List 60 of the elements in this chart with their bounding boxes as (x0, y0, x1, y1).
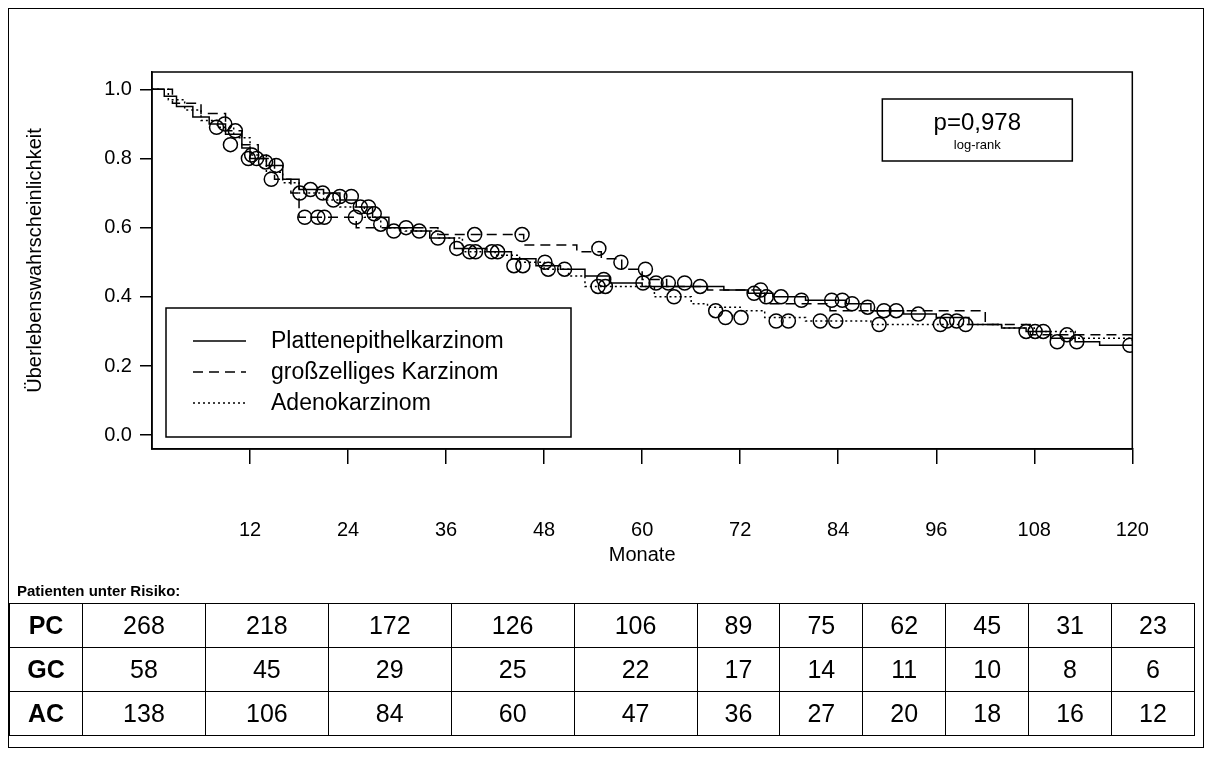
text: 45 (205, 647, 329, 692)
legend-label: Plattenepithelkarzinom (271, 327, 504, 354)
text: 22 (574, 647, 698, 692)
text: 218 (205, 603, 329, 648)
text: 138 (82, 691, 206, 736)
x-tick-label: 36 (434, 517, 458, 540)
annotation: log-rank (953, 136, 1002, 152)
x-axis-title: Monate (608, 542, 676, 565)
text: 126 (451, 603, 575, 648)
text: 47 (574, 691, 698, 736)
x-tick-label: 24 (336, 517, 360, 540)
text: 106 (574, 603, 698, 648)
text: 6 (1111, 647, 1195, 692)
x-tick-label: 12 (238, 517, 262, 540)
text: 36 (697, 691, 780, 736)
x-tick-label: 72 (729, 517, 752, 540)
text: 89 (697, 603, 780, 648)
x-tick-label: 108 (1017, 517, 1051, 540)
text: 84 (328, 691, 452, 736)
text: 16 (1028, 691, 1112, 736)
x-tick-label: 96 (925, 517, 948, 540)
text: 58 (82, 647, 206, 692)
x-tick-label: 84 (827, 517, 850, 540)
y-tick-label: 0.8 (104, 145, 132, 168)
legend-label: großzelliges Karzinom (271, 358, 499, 385)
text: 18 (945, 691, 1029, 736)
text: 29 (328, 647, 452, 692)
text: 14 (779, 647, 863, 692)
text: GC (9, 647, 83, 692)
text: PC (9, 603, 83, 648)
text: 11 (862, 647, 946, 692)
text: 12 (1111, 691, 1195, 736)
text: 106 (205, 691, 329, 736)
legend-label: Adenokarzinom (271, 389, 431, 416)
text: 172 (328, 603, 452, 648)
text: 27 (779, 691, 863, 736)
annotation: p=0,978 (933, 107, 1022, 135)
y-tick-label: 0.2 (104, 353, 132, 376)
text: Patienten unter Risiko: (16, 581, 182, 601)
text: 268 (82, 603, 206, 648)
x-tick-label: 60 (631, 517, 654, 540)
text: 10 (945, 647, 1029, 692)
text: 8 (1028, 647, 1112, 692)
text: 75 (779, 603, 863, 648)
y-tick-label: 0.4 (104, 284, 132, 307)
text: 25 (451, 647, 575, 692)
text: AC (9, 691, 83, 736)
y-tick-label: 1.0 (104, 76, 132, 99)
text: 31 (1028, 603, 1112, 648)
x-tick-label: 48 (533, 517, 556, 540)
text: 23 (1111, 603, 1195, 648)
text: 20 (862, 691, 946, 736)
y-tick-label: 0.6 (104, 215, 132, 238)
y-tick-label: 0.0 (104, 422, 132, 445)
x-tick-label: 120 (1115, 517, 1149, 540)
text: 60 (451, 691, 575, 736)
text: 17 (697, 647, 780, 692)
text: 62 (862, 603, 946, 648)
y-axis-title: Überlebenswahrscheinlichkeit (22, 127, 45, 393)
text: 45 (945, 603, 1029, 648)
